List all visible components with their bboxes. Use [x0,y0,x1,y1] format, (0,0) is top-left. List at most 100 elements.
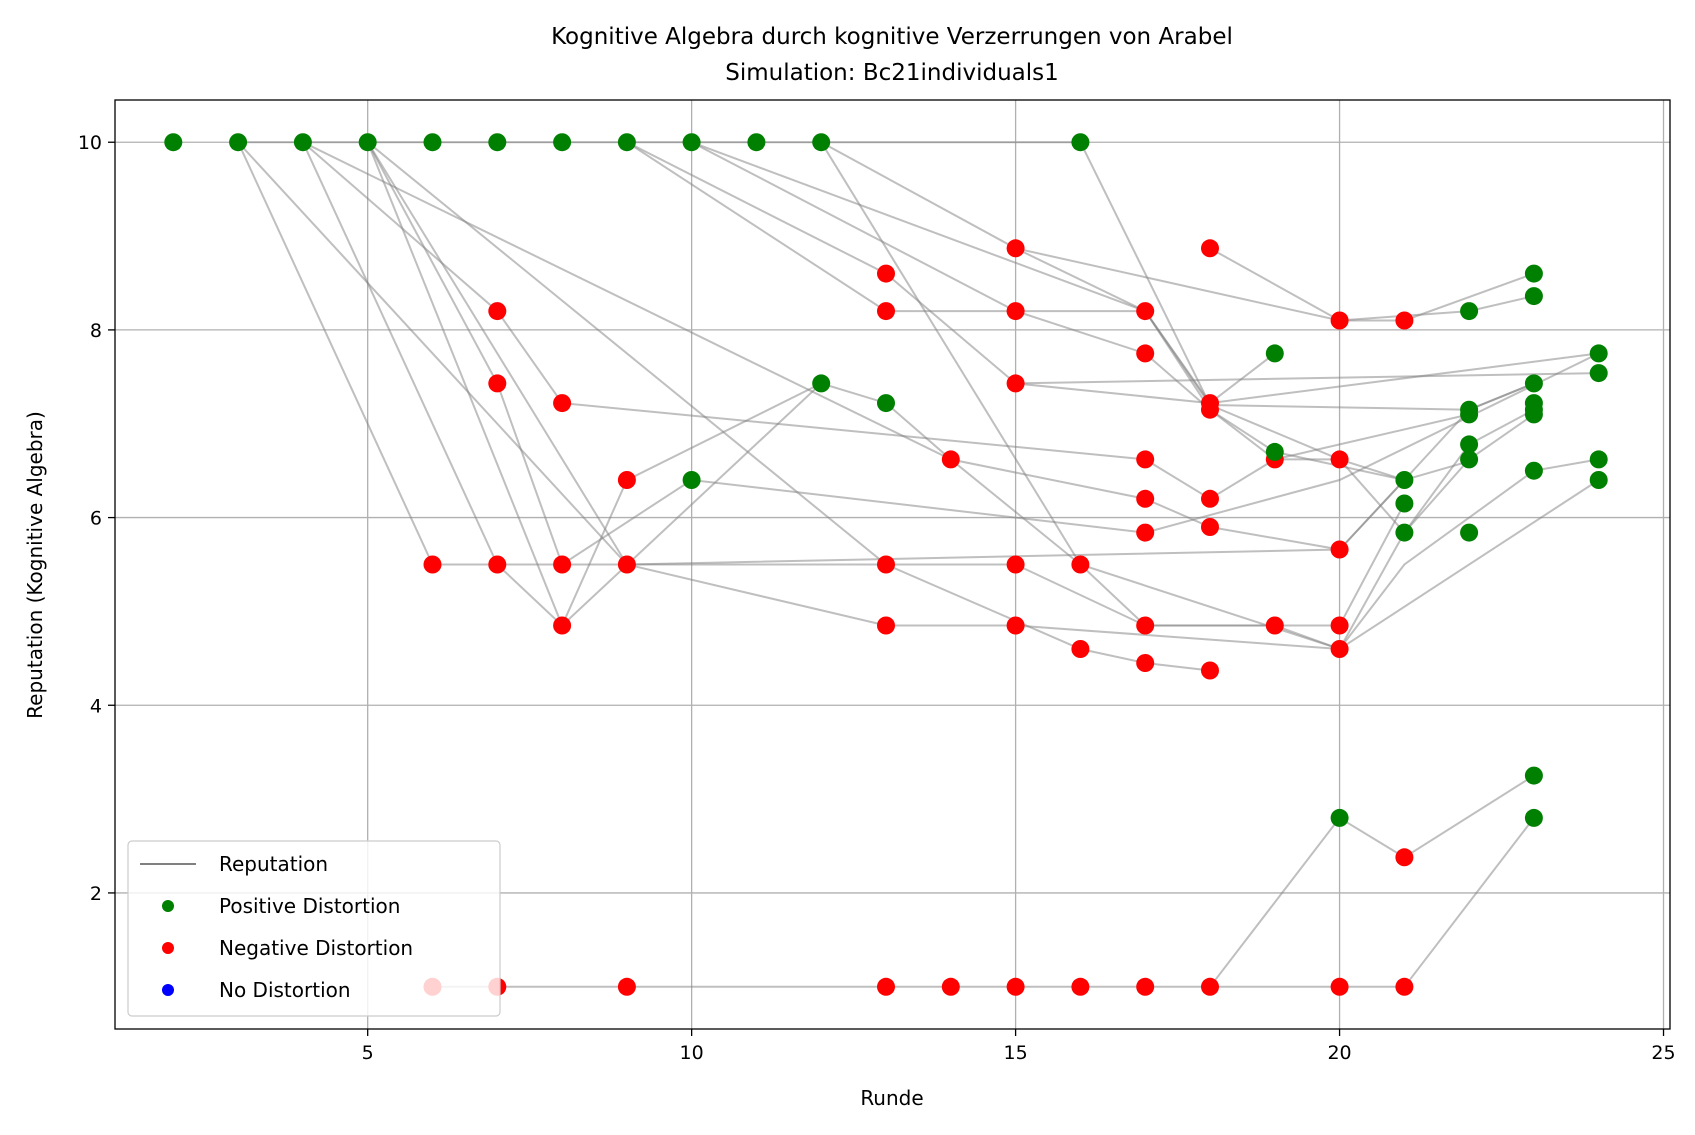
negative-distortion-point [1136,344,1155,363]
negative-distortion-point [1395,977,1414,996]
negative-distortion-point [877,302,895,321]
positive-distortion-point [1524,461,1543,480]
positive-distortion-point [1589,471,1608,489]
x-axis-label: Runde [860,1086,923,1110]
positive-distortion-point [1524,264,1543,283]
chart-subtitle: Simulation: Bc21individuals1 [725,60,1059,86]
positive-distortion-point [1589,344,1608,363]
negative-distortion-point [1136,654,1155,672]
negative-distortion-point [1330,616,1349,635]
negative-distortion-point [1006,302,1025,321]
negative-distortion-point [941,450,960,469]
positive-distortion-point [1524,808,1543,827]
positive-distortion-point [1395,471,1414,489]
legend: Reputation Positive Distortion Negative … [127,840,501,1017]
negative-distortion-point [488,555,507,574]
positive-distortion-point [423,133,442,152]
negative-distortion-point [1006,239,1025,258]
positive-distortion-point [488,133,507,152]
positive-distortion-point [1460,435,1479,454]
reputation-line [301,141,1406,627]
legend-label-negative: Negative Distortion [219,936,413,960]
negative-distortion-point [1330,540,1349,559]
legend-marker-negative [162,942,174,954]
x-tick-label: 5 [362,1042,374,1064]
negative-distortion-point [877,616,895,635]
negative-distortion-point [488,302,507,321]
negative-distortion-point [1330,311,1349,330]
positive-distortion-point [812,374,831,393]
negative-distortion-point [1330,977,1349,996]
x-tick-label: 10 [680,1042,704,1064]
y-tick-label: 10 [78,132,102,154]
positive-distortion-point [553,133,572,152]
negative-distortion-point [1201,400,1219,419]
negative-distortion-point [617,555,636,574]
reputation-line [366,141,1406,566]
positive-distortion-point [1460,405,1479,424]
negative-distortion-point [1136,302,1155,321]
negative-distortion-point [1071,640,1090,658]
negative-distortion-point [553,394,572,413]
legend-label-none: No Distortion [219,978,351,1002]
positive-distortion-point [1265,344,1284,363]
positive-distortion-point [1589,450,1608,469]
x-tick-label: 15 [1004,1042,1028,1064]
negative-distortion-point [1265,616,1284,635]
negative-distortion-point [1136,450,1155,469]
positive-distortion-point [1395,523,1414,542]
negative-distortion-point [1071,977,1090,996]
negative-distortion-point [1136,489,1155,508]
negative-distortion-point [1136,977,1155,996]
reputation-line [820,141,1600,651]
y-tick-label: 6 [90,508,102,530]
reputation-line [237,141,1535,651]
legend-marker-positive [162,900,174,912]
x-tick-label: 25 [1651,1042,1675,1064]
negative-distortion-point [1136,523,1155,542]
positive-distortion-point [682,133,701,152]
negative-distortion-point [1006,555,1025,574]
negative-distortion-point [1201,489,1219,508]
reputation-line [1015,372,1599,385]
data-points [164,133,1608,996]
chart-title: Kognitive Algebra durch kognitive Verzer… [551,24,1233,50]
y-tick-label: 2 [90,883,102,905]
negative-distortion-point [1201,239,1219,258]
positive-distortion-point [1460,302,1479,321]
negative-distortion-point [941,977,960,996]
positive-distortion-point [1265,442,1284,461]
positive-distortion-point [229,133,248,152]
negative-distortion-point [877,264,895,283]
positive-distortion-point [812,133,831,152]
positive-distortion-point [1395,494,1414,513]
positive-distortion-point [358,133,377,152]
positive-distortion-point [1330,808,1349,827]
negative-distortion-point [1071,555,1090,574]
positive-distortion-point [1071,133,1090,152]
negative-distortion-point [1395,848,1414,867]
x-tick-label: 20 [1327,1042,1351,1064]
positive-distortion-point [877,394,895,413]
y-tick-label: 8 [90,320,102,342]
negative-distortion-point [1330,640,1349,658]
negative-distortion-point [488,374,507,393]
negative-distortion-point [1006,977,1025,996]
positive-distortion-point [682,471,701,489]
legend-label-reputation: Reputation [219,852,328,876]
legend-label-positive: Positive Distortion [219,894,400,918]
y-axis-label: Reputation (Kognitive Algebra) [23,411,47,719]
legend-marker-none [162,984,174,996]
reputation-line [1209,774,1535,988]
positive-distortion-point [1589,364,1608,383]
negative-distortion-point [1201,661,1219,680]
negative-distortion-point [1201,977,1219,996]
positive-distortion-point [1460,450,1479,469]
negative-distortion-point [423,555,442,574]
positive-distortion-point [747,133,766,152]
reputation-line [1403,817,1535,988]
positive-distortion-point [617,133,636,152]
negative-distortion-point [553,555,572,574]
positive-distortion-point [1524,374,1543,393]
